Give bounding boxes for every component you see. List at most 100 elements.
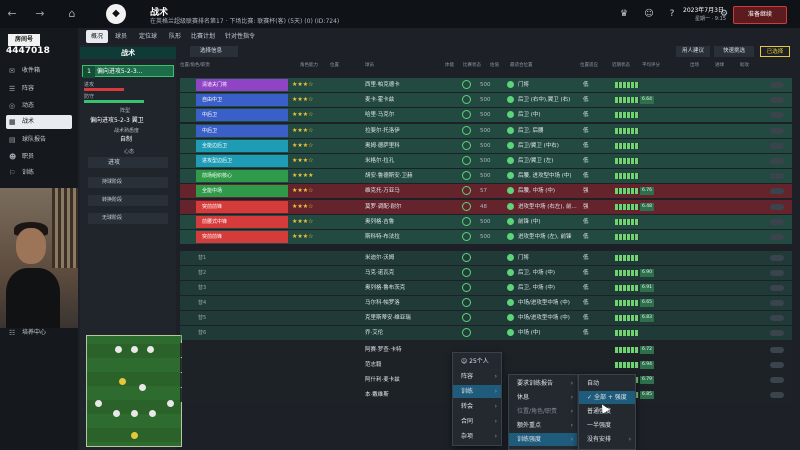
menu-item-contract[interactable]: 合同 › <box>453 415 501 428</box>
col-header[interactable]: 体能 <box>445 63 454 68</box>
player-marker[interactable] <box>113 410 120 417</box>
player-marker[interactable] <box>95 400 102 407</box>
player-marker[interactable] <box>119 378 126 385</box>
col-header[interactable]: 助攻 <box>740 63 749 68</box>
player-name[interactable]: 马尔科·帕罗洛 <box>365 300 400 307</box>
player-name[interactable]: 奥列格·吉鲁 <box>365 218 395 225</box>
sub-row[interactable]: 替2 马克·诺瓦克 后卫, 中场 (中) 低 6.90 <box>180 266 792 281</box>
position-role[interactable]: 中后卫 <box>196 109 288 122</box>
player-marker[interactable] <box>115 346 122 353</box>
col-header[interactable]: 球员 <box>365 63 374 68</box>
row-toggle[interactable] <box>770 377 784 384</box>
quick-pick-button[interactable]: 快速挑选 <box>714 46 754 57</box>
menu-item-squad[interactable]: 阵容 › <box>453 370 501 383</box>
player-name[interactable]: 胡安·鲁德斯安·卫赫 <box>365 173 413 180</box>
row-toggle[interactable] <box>770 362 784 369</box>
tab-match-plan[interactable]: 比赛计划 <box>190 33 215 40</box>
player-name[interactable]: 麦卡·霍卡兹 <box>365 97 395 104</box>
people-icon[interactable]: ☺ <box>644 9 654 19</box>
tab-players[interactable]: 球员 <box>114 33 127 40</box>
row-toggle[interactable] <box>770 203 784 210</box>
continue-button[interactable]: 准备继续 <box>733 6 787 24</box>
row-toggle[interactable] <box>770 330 784 337</box>
menu-item-normal-intensity[interactable]: 普通强度 <box>579 405 635 418</box>
col-header[interactable]: 比赛状态 <box>463 63 481 68</box>
position-role[interactable]: 前腰式中锋 <box>196 215 288 228</box>
player-name[interactable]: 范志毅 <box>365 362 382 369</box>
col-header[interactable]: 最适合位置 <box>510 63 533 68</box>
nav-item-staff[interactable]: ☻ 职员 <box>6 150 72 164</box>
col-header[interactable]: 平均评分 <box>642 63 660 68</box>
player-marker[interactable] <box>149 410 156 417</box>
lineup-row[interactable]: 全能中场 ★★★☆ 维克托·万亚马 57 后腰, 中场 (中) 强 6.76 <box>180 184 792 199</box>
row-toggle[interactable] <box>770 173 784 180</box>
nav-item-development[interactable]: ☷ 培养中心 <box>6 326 72 340</box>
col-header[interactable]: 位置/角色/职责 <box>180 63 211 68</box>
player-marker[interactable] <box>147 346 154 353</box>
sub-row[interactable]: 替5 克里斯蒂安·维亚瑞 中场/进攻型中场 (中) 低 6.83 <box>180 311 792 326</box>
player-name[interactable]: 马克·诺瓦克 <box>365 270 395 277</box>
row-toggle[interactable] <box>770 285 784 292</box>
player-name[interactable]: 克里斯蒂安·维亚瑞 <box>365 315 411 322</box>
player-name[interactable]: 奥列格·鲁布茨克 <box>365 285 406 292</box>
in-possession-button[interactable]: 持球阶段 <box>88 177 168 188</box>
menu-item-half-intensity[interactable]: 一半强度 <box>579 419 635 432</box>
player-name[interactable]: 本·戴维斯 <box>365 392 389 399</box>
player-name[interactable]: 米迪尔·沃姆 <box>365 255 395 262</box>
row-toggle[interactable] <box>770 234 784 240</box>
trophy-icon[interactable]: ♛ <box>619 9 629 19</box>
player-marker[interactable] <box>167 400 174 407</box>
col-header[interactable]: 角色能力 <box>300 63 318 68</box>
out-of-possession-button[interactable]: 无球阶段 <box>88 213 168 224</box>
player-marker[interactable] <box>139 384 146 391</box>
position-role[interactable]: 突前前锋 <box>196 200 288 213</box>
position-role[interactable]: 全能边后卫 <box>196 139 288 152</box>
row-toggle[interactable] <box>770 158 784 164</box>
nav-item-inbox[interactable]: ✉ 收件箱 <box>6 64 72 78</box>
picked-button[interactable]: 已选择 <box>760 46 790 57</box>
mentality-select[interactable]: 进攻 <box>88 157 168 168</box>
sub-row[interactable]: 替1 米迪尔·沃姆 门将 低 <box>180 251 792 266</box>
player-name[interactable]: 乔·艾伦 <box>365 330 384 337</box>
nav-item-training[interactable]: ⚐ 训练 <box>6 166 72 180</box>
menu-item-position-role[interactable]: 位置/角色/职责 › <box>509 405 577 418</box>
lineup-row[interactable]: 中后卫 ★★★☆ 拉斐尔·托洛伊 500 后卫, 后腰 低 <box>180 123 792 138</box>
row-toggle[interactable] <box>770 300 784 307</box>
sub-row[interactable]: 替3 奥列格·鲁布茨克 后卫, 中场 (中) 低 6.91 <box>180 281 792 296</box>
col-header[interactable]: 出场 <box>690 63 699 68</box>
position-role[interactable]: 前场组织核心 <box>196 170 288 183</box>
goalkeeper-marker[interactable] <box>131 432 138 439</box>
row-toggle[interactable] <box>770 188 784 195</box>
lineup-row[interactable]: 前场组织核心 ★★★★ 胡安·鲁德斯安·卫赫 500 后腰, 进攻型中场 (中) 低 <box>180 169 792 184</box>
back-icon[interactable]: ← <box>7 7 17 20</box>
col-header[interactable]: 进球 <box>715 63 724 68</box>
row-toggle[interactable] <box>770 347 784 354</box>
player-name[interactable]: 斯科特·布法拉 <box>365 234 400 240</box>
row-toggle[interactable] <box>770 97 784 104</box>
reserve-row[interactable]: 阿赛·罗查·卡特 6.72 <box>180 343 792 358</box>
position-role[interactable]: 进攻型边后卫 <box>196 155 288 167</box>
col-header[interactable]: 位置 <box>330 63 339 68</box>
position-role[interactable]: 清道夫门将 <box>196 79 288 91</box>
col-header[interactable]: 近期状态 <box>612 63 630 68</box>
tab-opposition[interactable]: 针对性指令 <box>224 33 255 40</box>
suggest-button[interactable]: 用人建议 <box>676 46 710 57</box>
position-role[interactable]: 自由中卫 <box>196 94 288 107</box>
col-header[interactable]: 估值 <box>490 63 499 68</box>
sub-row[interactable]: 替6 乔·艾伦 中场 (中) 低 <box>180 326 792 341</box>
menu-item-no-schedule[interactable]: 没有安排 › <box>579 433 635 446</box>
row-toggle[interactable] <box>770 82 784 88</box>
forward-icon[interactable]: → <box>35 7 45 20</box>
tab-overview[interactable]: 概况 <box>86 30 108 43</box>
selection-info-button[interactable]: 选择信息 <box>190 46 238 57</box>
transition-button[interactable]: 转换阶段 <box>88 195 168 206</box>
lineup-row[interactable]: 前腰式中锋 ★★★☆ 奥列格·吉鲁 500 前锋 (中) 低 <box>180 214 792 229</box>
lineup-row[interactable]: 突前前锋 ★★★☆ 斯科特·布法拉 500 进攻型中场 (左), 前锋 低 <box>180 230 792 244</box>
nav-item-dynamics[interactable]: ◎ 动态 <box>6 99 72 113</box>
player-name[interactable]: 维克托·万亚马 <box>365 188 400 195</box>
lineup-row[interactable]: 自由中卫 ★★★☆ 麦卡·霍卡兹 500 后卫 (右中),翼卫 (右) 低 6.64 <box>180 93 792 108</box>
home-icon[interactable]: ⌂ <box>68 7 76 20</box>
menu-item-misc[interactable]: 杂项 › <box>453 430 501 443</box>
lineup-row[interactable]: 全能边后卫 ★★★☆ 奥姆·德萨里科 500 后卫/翼卫 (中右) 低 <box>180 138 792 153</box>
row-toggle[interactable] <box>770 112 784 119</box>
